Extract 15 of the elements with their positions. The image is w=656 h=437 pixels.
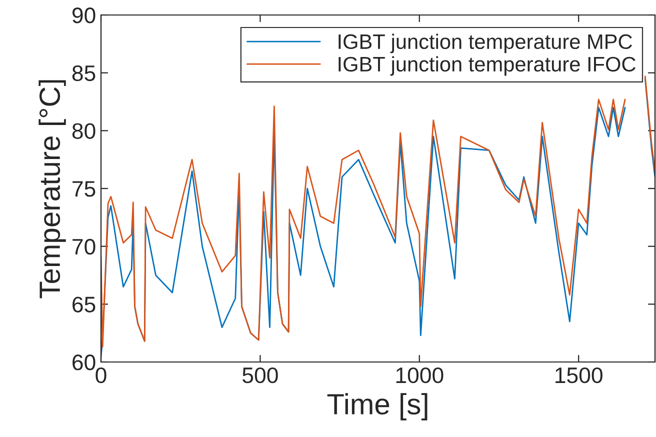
- y-tick-label: 80: [72, 123, 96, 139]
- x-tick-label: 500: [242, 367, 278, 384]
- x-axis-title: Time [s]: [327, 393, 428, 420]
- x-tick-label: 1500: [556, 367, 602, 384]
- y-tick-label: 85: [72, 65, 96, 82]
- y-tick-label: 60: [72, 354, 96, 370]
- y-tick-label: 90: [72, 8, 96, 24]
- y-axis-title: Temperature [°C]: [38, 80, 66, 298]
- legend-label: IGBT junction temperature IFOC: [338, 56, 636, 76]
- x-tick-label: 1000: [396, 367, 444, 384]
- x-tick-label: 0: [96, 367, 106, 384]
- legend-label: IGBT junction temperature MPC: [338, 34, 632, 54]
- y-tick-label: 65: [72, 296, 96, 312]
- y-tick-label: 70: [72, 238, 96, 255]
- y-tick-label: 75: [72, 181, 96, 197]
